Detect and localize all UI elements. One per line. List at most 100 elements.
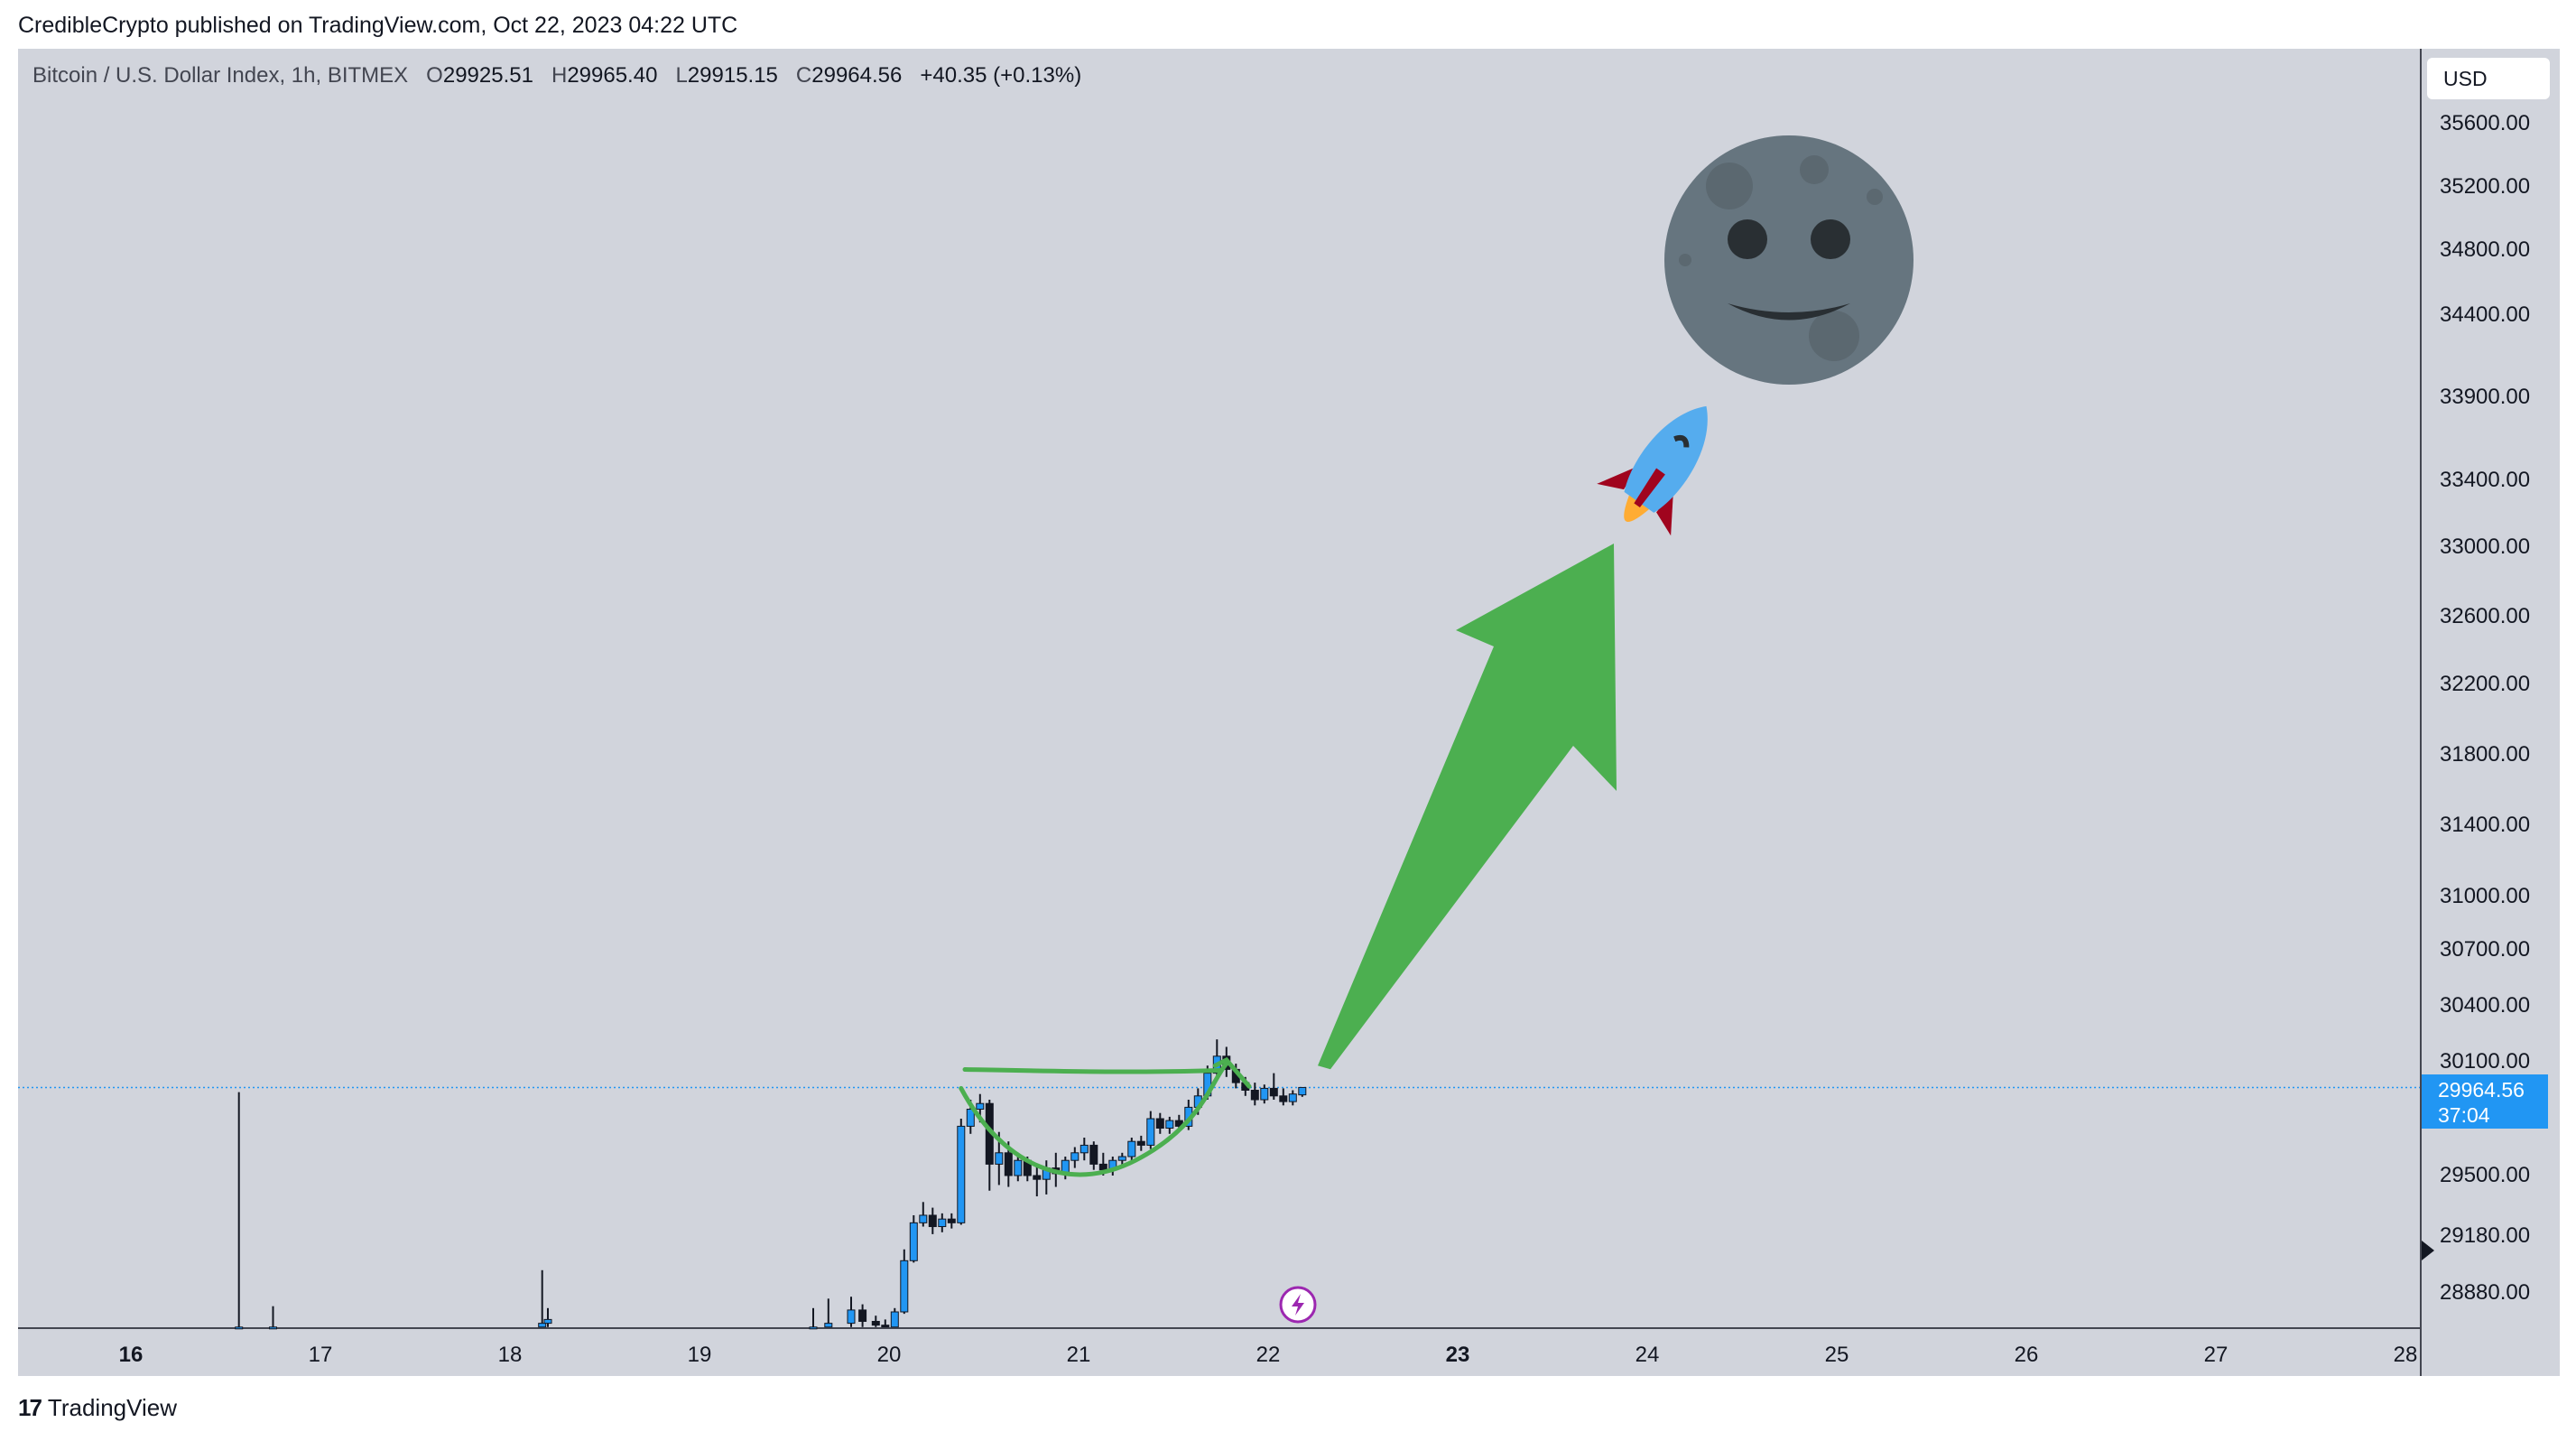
candle-body <box>1117 1156 1126 1161</box>
tradingview-logo-icon: 17 <box>18 1394 42 1421</box>
legend-close: 29964.56 <box>811 63 903 88</box>
candle-body <box>1260 1087 1269 1101</box>
price-tick-label: 31400.00 <box>2440 813 2531 837</box>
lightning-icon[interactable] <box>1279 1286 1317 1324</box>
candle-body <box>1080 1144 1089 1154</box>
candle-body <box>858 1309 867 1323</box>
price-tick-label: 32600.00 <box>2440 604 2531 628</box>
price-tick-label: 29180.00 <box>2440 1223 2531 1248</box>
cup-curve <box>959 1061 1229 1177</box>
candle-body <box>809 1326 818 1330</box>
resistance-line <box>962 1067 1223 1074</box>
time-axis[interactable] <box>18 1327 2420 1376</box>
candle-body <box>928 1214 937 1228</box>
legend-low: 29915.15 <box>687 63 778 88</box>
candle-body <box>947 1218 956 1223</box>
chart-legend: Bitcoin / U.S. Dollar Index, 1h, BITMEX … <box>32 63 1081 88</box>
price-tick-label: 33000.00 <box>2440 535 2531 559</box>
price-tick-label: 32200.00 <box>2440 672 2531 696</box>
time-tick-label: 18 <box>497 1343 523 1367</box>
candle-body <box>1288 1093 1297 1102</box>
candle-body <box>890 1311 899 1328</box>
price-axis[interactable] <box>2420 49 2560 1376</box>
last-price-tag: 29964.56 37:04 <box>2422 1074 2548 1129</box>
candle-body <box>824 1323 833 1328</box>
candle-body <box>919 1214 928 1223</box>
time-tick-label: 23 <box>1445 1343 1470 1367</box>
candle-body <box>1269 1087 1278 1097</box>
candle-body <box>1146 1118 1155 1146</box>
handle-curve <box>1212 1056 1252 1089</box>
candle-body <box>538 1323 547 1328</box>
legend-open: 29925.51 <box>442 63 533 88</box>
price-tick-label: 29500.00 <box>2440 1163 2531 1187</box>
legend-low-label: L <box>675 63 688 88</box>
candle-body <box>1098 1163 1107 1171</box>
candle-body <box>1250 1090 1259 1101</box>
price-tick-label: 31000.00 <box>2440 884 2531 908</box>
candle-body <box>900 1260 909 1313</box>
candle-body <box>1070 1152 1080 1161</box>
time-tick-label: 24 <box>1635 1343 1660 1367</box>
time-tick-label: 17 <box>308 1343 333 1367</box>
time-tick-label: 25 <box>1824 1343 1849 1367</box>
scroll-to-realtime-marker[interactable] <box>2422 1241 2434 1260</box>
candle-body <box>976 1102 985 1110</box>
currency-button[interactable]: USD <box>2427 58 2550 99</box>
candle-body <box>871 1321 880 1326</box>
price-tick-label: 30400.00 <box>2440 993 2531 1018</box>
price-tick-label: 33400.00 <box>2440 468 2531 492</box>
legend-symbol[interactable]: Bitcoin / U.S. Dollar Index, 1h, BITMEX <box>32 63 409 88</box>
bar-countdown: 37:04 <box>2438 1103 2490 1127</box>
candle-body <box>881 1325 890 1328</box>
candle-body <box>1033 1175 1042 1180</box>
price-tick-label: 34400.00 <box>2440 302 2531 327</box>
candle-body <box>543 1318 552 1325</box>
price-tick-label: 30700.00 <box>2440 937 2531 962</box>
price-tick-label: 35600.00 <box>2440 111 2531 135</box>
candle-body <box>269 1326 277 1330</box>
candle-body <box>235 1326 244 1330</box>
candle-body <box>995 1152 1004 1165</box>
candle-body <box>1136 1140 1145 1146</box>
price-tick-label: 33900.00 <box>2440 385 2531 409</box>
price-tick-label: 28880.00 <box>2440 1280 2531 1305</box>
publish-info: CredibleCrypto published on TradingView.… <box>18 13 738 38</box>
time-tick-label: 21 <box>1066 1343 1091 1367</box>
chart-panel <box>18 49 2560 1376</box>
candle-body <box>1165 1120 1174 1129</box>
legend-close-label: C <box>795 63 812 88</box>
time-tick-label: 27 <box>2203 1343 2229 1367</box>
legend-change: +40.35 (+0.13%) <box>920 63 1082 88</box>
time-tick-label: 20 <box>876 1343 902 1367</box>
footer-brand: TradingView <box>47 1394 177 1421</box>
candle-body <box>1279 1095 1288 1102</box>
rocket-icon <box>1597 405 1708 536</box>
candle-body <box>1298 1086 1307 1096</box>
time-tick-label: 19 <box>687 1343 712 1367</box>
legend-open-label: O <box>426 63 443 88</box>
candle-body <box>938 1218 947 1228</box>
legend-high: 29965.40 <box>567 63 658 88</box>
candle-body <box>1089 1144 1098 1165</box>
price-tick-label: 31800.00 <box>2440 742 2531 767</box>
candle-body <box>957 1125 966 1223</box>
candle-body <box>1127 1140 1136 1157</box>
candle-body <box>966 1109 975 1127</box>
price-tick-label: 34800.00 <box>2440 237 2531 262</box>
price-tick-label: 30100.00 <box>2440 1049 2531 1074</box>
legend-high-label: H <box>551 63 568 88</box>
candle-body <box>1155 1118 1164 1129</box>
candle-body <box>909 1222 918 1261</box>
last-price-value: 29964.56 <box>2438 1078 2525 1102</box>
time-tick-label: 26 <box>2014 1343 2039 1367</box>
moon-face-icon <box>1664 135 1913 385</box>
time-tick-label: 28 <box>2393 1343 2418 1367</box>
footer: 17 TradingView <box>18 1394 177 1422</box>
candle-body <box>1004 1152 1013 1176</box>
price-tick-label: 35200.00 <box>2440 174 2531 199</box>
target-arrow <box>1318 544 1617 1070</box>
time-tick-label: 22 <box>1256 1343 1281 1367</box>
candle-body <box>1014 1159 1023 1176</box>
